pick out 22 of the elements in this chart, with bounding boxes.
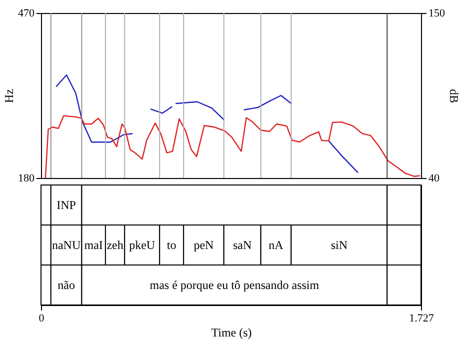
x-tick-label: 1.727 (409, 312, 434, 324)
line-series (44, 115, 420, 178)
data-label: naNU (52, 238, 81, 252)
y-tick-label: 180 (18, 172, 35, 184)
y2-axis-title: dB (447, 88, 461, 104)
y2-tick-label: 40 (428, 172, 440, 184)
data-label: saN (232, 238, 252, 252)
y-axis-title: Hz (2, 89, 16, 103)
data-label: zeh (106, 238, 124, 252)
x-tick-label: 0 (38, 312, 45, 324)
data-label: maI (84, 238, 103, 252)
data-label: mas é porque eu tô pensando assim (150, 278, 320, 292)
x-axis-title: Time (s) (211, 326, 252, 340)
data-label: não (58, 278, 75, 292)
data-label: INP (56, 198, 76, 212)
data-label: peN (194, 238, 214, 252)
y-tick-label: 470 (18, 8, 35, 20)
y2-tick-label: 150 (428, 8, 446, 20)
data-label: to (166, 238, 176, 252)
data-label: pkeU (129, 238, 156, 252)
data-label: siN (330, 238, 348, 252)
data-label: nA (268, 238, 284, 252)
